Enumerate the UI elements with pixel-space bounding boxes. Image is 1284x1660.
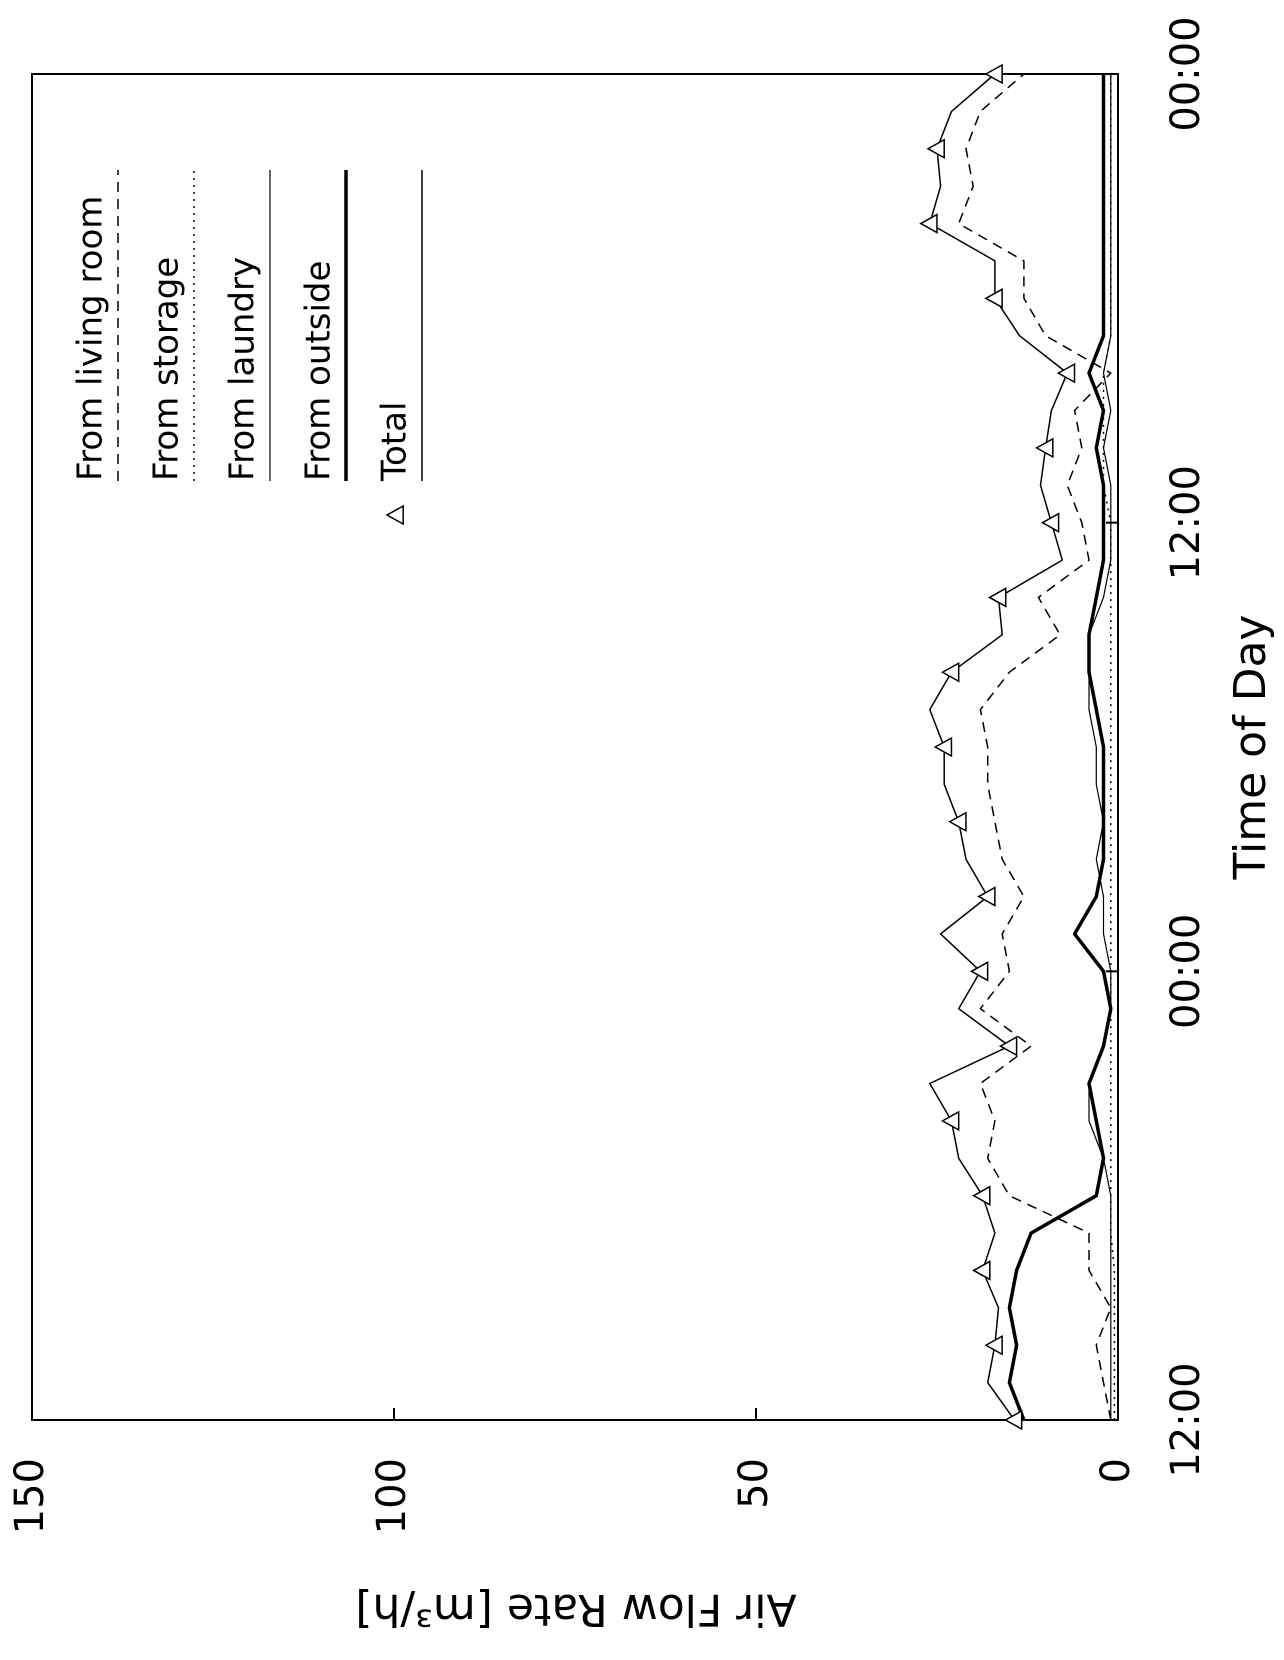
- triangle-marker: [984, 288, 1003, 309]
- triangle-marker: [940, 661, 960, 683]
- legend-label: From outside: [299, 261, 339, 481]
- triangle-marker: [969, 961, 989, 982]
- plot-frame: [31, 73, 1119, 1421]
- legend-label: From living room: [71, 196, 111, 481]
- triangle-marker: [919, 213, 938, 234]
- triangle-marker: [926, 138, 945, 160]
- x-axis-title: Time of Day: [1225, 615, 1276, 881]
- triangle-marker: [977, 886, 996, 907]
- triangle-marker: [972, 1185, 991, 1206]
- triangle-marker: [948, 811, 967, 833]
- x-tick-label: 12:00: [1163, 1362, 1209, 1477]
- triangle-marker: [940, 1110, 960, 1132]
- y-tick-label: 0: [1093, 1458, 1139, 1483]
- y-tick-label: 100: [369, 1458, 415, 1534]
- x-tick-label: 12:00: [1163, 465, 1209, 580]
- triangle-marker: [998, 1035, 1018, 1057]
- rotated-chart: Time of Day Air Flow Rate [m³/h] 12:0000…: [7, 16, 1276, 1635]
- triangle-marker: [987, 587, 1007, 608]
- triangle-marker: [1003, 1409, 1023, 1431]
- series-line: [957, 73, 1112, 1421]
- triangle-marker: [1056, 362, 1076, 384]
- y-tick-label: 150: [7, 1458, 53, 1534]
- triangle-marker: [933, 736, 953, 758]
- legend-marker: [385, 504, 404, 526]
- legend-label: Total: [375, 402, 415, 482]
- x-tick-label: 00:00: [1163, 914, 1209, 1029]
- triangle-marker: [972, 1260, 991, 1281]
- y-tick-label: 50: [731, 1458, 777, 1509]
- series-line: [1007, 74, 1113, 1421]
- triangle-marker: [1035, 437, 1054, 459]
- legend-label: From storage: [147, 257, 187, 481]
- series-line: [1088, 74, 1112, 1420]
- triangle-marker: [984, 63, 1003, 85]
- y-axis-title: Air Flow Rate [m³/h]: [355, 1584, 796, 1635]
- legend-label: From laundry: [223, 257, 263, 481]
- x-tick-label: 00:00: [1163, 16, 1209, 131]
- triangle-marker: [1040, 512, 1060, 533]
- triangle-marker: [984, 1334, 1003, 1356]
